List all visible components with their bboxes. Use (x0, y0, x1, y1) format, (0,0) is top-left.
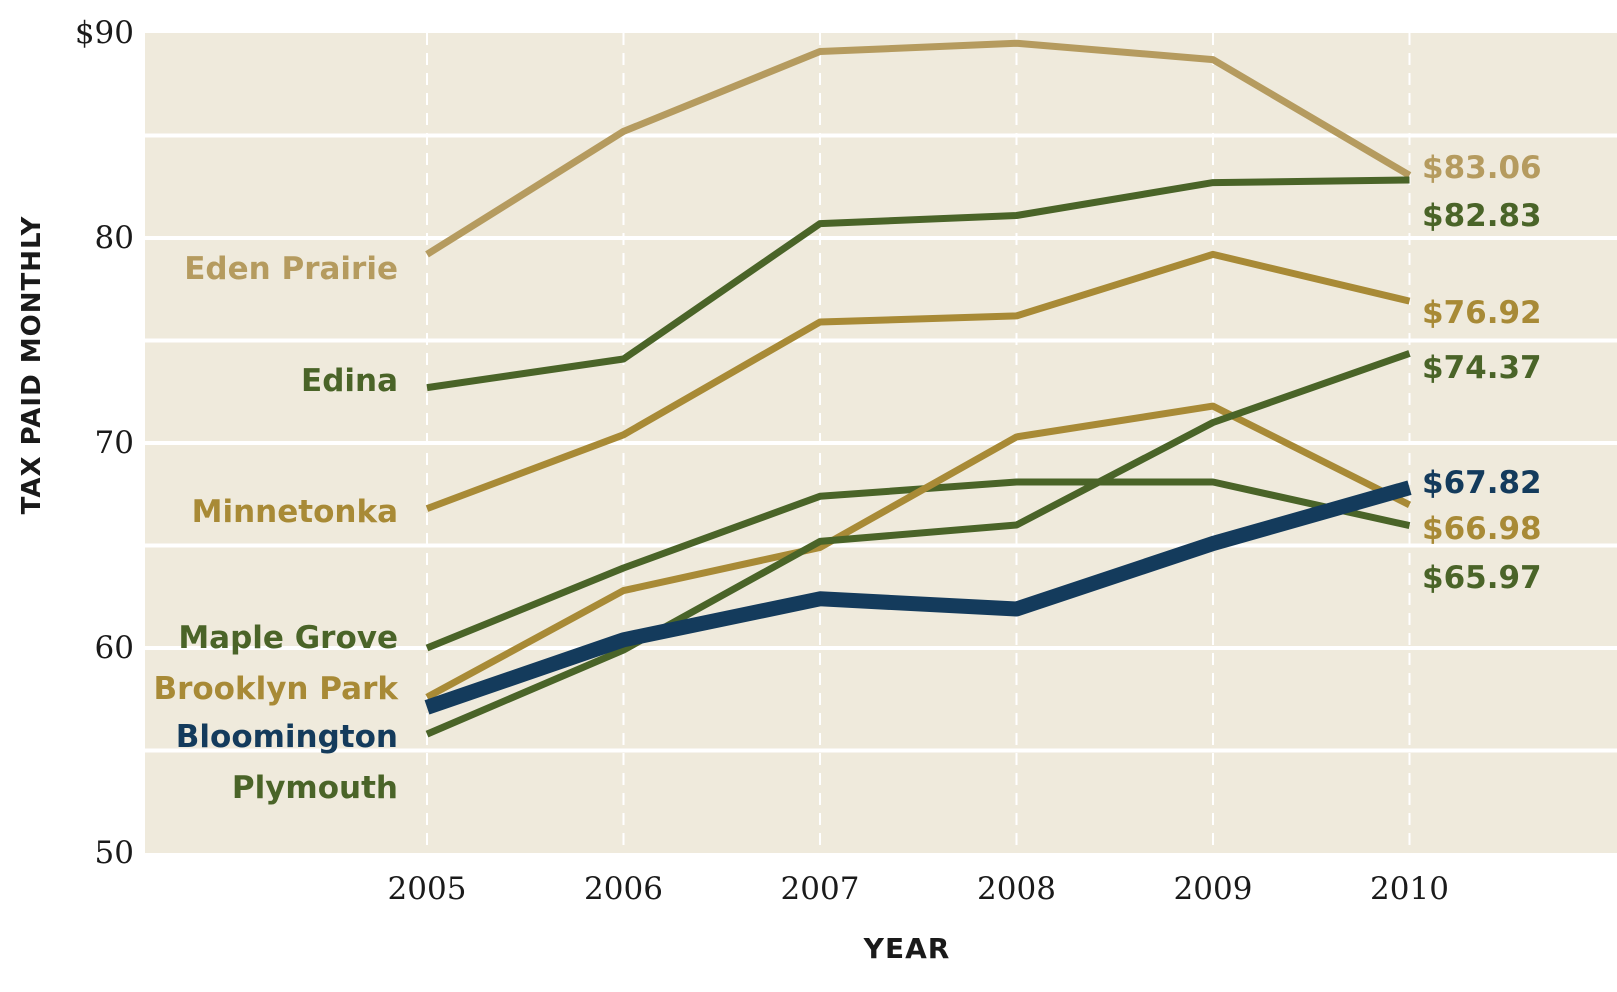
end-value-labels: $83.06 $82.83 $76.92 $65.97 $66.98 $67.82 $74.… (1422, 150, 1542, 596)
series-label-minnetonka: Minnetonka (192, 494, 398, 530)
y-tick-label: 70 (95, 425, 134, 461)
y-tick-label: 60 (95, 630, 134, 666)
end-value-plymouth: $74.37 (1422, 350, 1542, 386)
end-value-edina: $82.83 (1422, 198, 1542, 234)
y-tick-label: $90 (75, 15, 134, 51)
x-axis: 2005 2006 2007 2008 2009 2010 (388, 871, 1449, 907)
series-line-minnetonka (425, 250, 1411, 512)
series-line-plymouth (425, 350, 1411, 738)
x-tick-label: 2005 (388, 871, 467, 907)
x-tick-label: 2007 (781, 871, 860, 907)
end-value-minnetonka: $76.92 (1422, 295, 1542, 331)
series-labels: Eden Prairie Edina Minnetonka Maple Grove Br… (153, 251, 399, 806)
x-tick-label: 2008 (977, 871, 1056, 907)
series-lines (424, 39, 1412, 738)
series-label-eden-prairie: Eden Prairie (184, 251, 398, 287)
end-value-brooklyn-park: $66.98 (1422, 511, 1542, 547)
end-value-eden-prairie: $83.06 (1422, 150, 1542, 186)
y-axis: 50 60 70 80 $90 (75, 15, 134, 871)
y-tick-label: 50 (95, 835, 134, 871)
series-label-edina: Edina (301, 363, 398, 399)
series-line-bloomington (424, 480, 1412, 715)
end-value-maple-grove: $65.97 (1422, 560, 1542, 596)
series-label-plymouth: Plymouth (232, 770, 398, 806)
grid (145, 33, 1617, 853)
series-label-maple-grove: Maple Grove (178, 620, 398, 656)
series-label-brooklyn-park: Brooklyn Park (153, 671, 399, 707)
x-tick-label: 2010 (1370, 871, 1449, 907)
x-tick-label: 2009 (1174, 871, 1253, 907)
y-axis-title: Tax paid monthly (17, 216, 47, 515)
x-tick-label: 2006 (584, 871, 663, 907)
x-axis-title: Year (863, 932, 951, 965)
series-label-bloomington: Bloomington (176, 719, 398, 755)
y-tick-label: 80 (95, 220, 134, 256)
series-line-edina (426, 176, 1410, 392)
end-value-bloomington: $67.82 (1422, 465, 1542, 501)
series-line-brooklyn-park (425, 402, 1412, 701)
series-line-eden-prairie (425, 39, 1412, 258)
